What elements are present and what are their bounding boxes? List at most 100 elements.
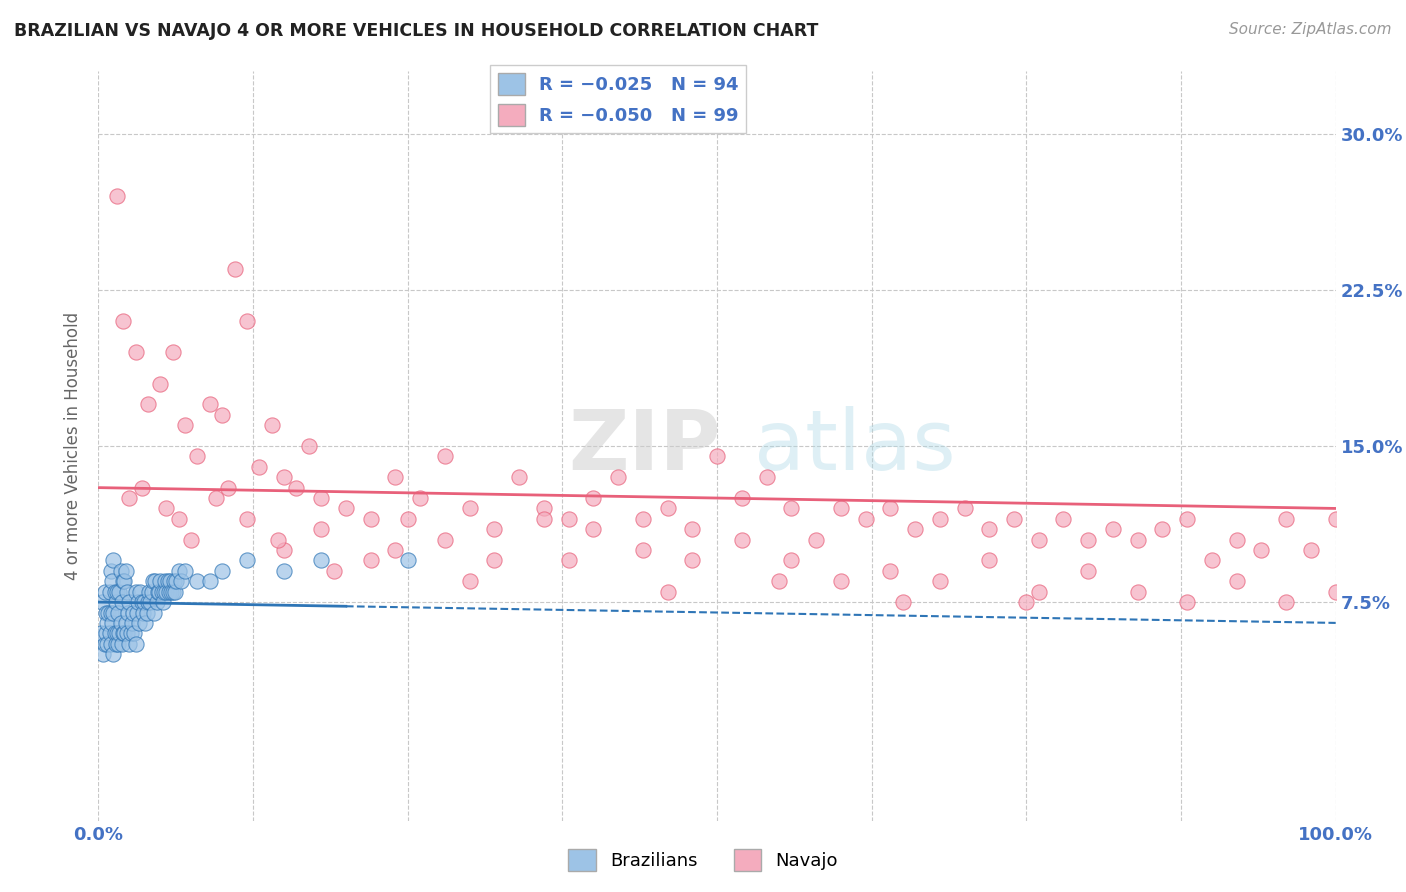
Point	[1052, 512, 1074, 526]
Point	[1324, 584, 1347, 599]
Point	[160, 584, 183, 599]
Point	[125, 606, 148, 620]
Point	[484, 553, 506, 567]
Point	[150, 584, 173, 599]
Point	[155, 584, 177, 599]
Point	[157, 584, 180, 599]
Point	[205, 491, 228, 505]
Point	[127, 595, 149, 609]
Point	[458, 574, 481, 589]
Point	[211, 408, 233, 422]
Point	[830, 501, 852, 516]
Point	[91, 595, 114, 609]
Point	[98, 584, 121, 599]
Point	[681, 553, 703, 567]
Point	[143, 606, 166, 620]
Point	[309, 553, 332, 567]
Point	[165, 584, 187, 599]
Point	[904, 522, 927, 536]
Point	[533, 512, 555, 526]
Point	[108, 584, 131, 599]
Y-axis label: 4 or more Vehicles in Household: 4 or more Vehicles in Household	[65, 312, 83, 580]
Point	[129, 584, 152, 599]
Point	[198, 574, 221, 589]
Point	[217, 481, 239, 495]
Point	[148, 584, 170, 599]
Point	[260, 418, 283, 433]
Point	[309, 491, 332, 505]
Point	[111, 637, 134, 651]
Point	[582, 522, 605, 536]
Point	[335, 501, 357, 516]
Point	[1175, 512, 1198, 526]
Point	[631, 543, 654, 558]
Point	[631, 512, 654, 526]
Point	[396, 553, 419, 567]
Point	[115, 584, 138, 599]
Point	[94, 626, 117, 640]
Point	[1201, 553, 1223, 567]
Point	[97, 606, 120, 620]
Point	[484, 522, 506, 536]
Point	[121, 615, 143, 630]
Point	[1015, 595, 1038, 609]
Point	[236, 512, 259, 526]
Text: BRAZILIAN VS NAVAJO 4 OR MORE VEHICLES IN HOUSEHOLD CORRELATION CHART: BRAZILIAN VS NAVAJO 4 OR MORE VEHICLES I…	[14, 22, 818, 40]
Point	[928, 574, 950, 589]
Point	[1077, 533, 1099, 547]
Point	[112, 626, 135, 640]
Point	[112, 574, 135, 589]
Point	[110, 564, 132, 578]
Point	[1126, 584, 1149, 599]
Point	[165, 574, 187, 589]
Point	[118, 637, 141, 651]
Point	[141, 584, 163, 599]
Point	[90, 626, 112, 640]
Point	[96, 615, 118, 630]
Point	[118, 595, 141, 609]
Point	[115, 626, 138, 640]
Point	[855, 512, 877, 526]
Point	[247, 459, 270, 474]
Point	[1324, 512, 1347, 526]
Point	[93, 647, 115, 661]
Point	[681, 522, 703, 536]
Point	[136, 595, 159, 609]
Point	[360, 553, 382, 567]
Point	[111, 595, 134, 609]
Point	[433, 450, 456, 464]
Point	[731, 533, 754, 547]
Point	[953, 501, 976, 516]
Point	[96, 637, 118, 651]
Point	[104, 637, 127, 651]
Point	[224, 262, 246, 277]
Point	[1275, 595, 1298, 609]
Point	[146, 584, 169, 599]
Point	[879, 564, 901, 578]
Point	[458, 501, 481, 516]
Point	[103, 606, 125, 620]
Point	[124, 626, 146, 640]
Point	[153, 584, 176, 599]
Point	[100, 564, 122, 578]
Point	[780, 501, 803, 516]
Point	[131, 481, 153, 495]
Point	[167, 512, 190, 526]
Point	[136, 397, 159, 411]
Point	[607, 470, 630, 484]
Point	[152, 595, 174, 609]
Point	[149, 574, 172, 589]
Point	[1175, 595, 1198, 609]
Point	[1002, 512, 1025, 526]
Point	[384, 470, 406, 484]
Legend: R = −0.025   N = 94, R = −0.050   N = 99: R = −0.025 N = 94, R = −0.050 N = 99	[491, 65, 745, 133]
Point	[103, 647, 125, 661]
Point	[101, 615, 124, 630]
Point	[132, 606, 155, 620]
Point	[143, 574, 166, 589]
Point	[1077, 564, 1099, 578]
Point	[198, 397, 221, 411]
Point	[804, 533, 827, 547]
Point	[433, 533, 456, 547]
Point	[1226, 574, 1249, 589]
